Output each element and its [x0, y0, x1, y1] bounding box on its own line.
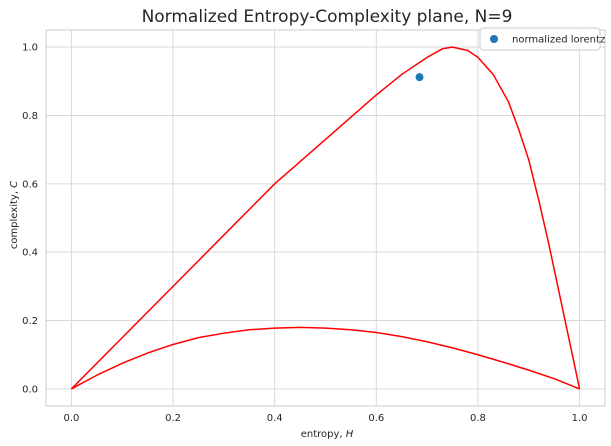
legend-box	[479, 27, 601, 51]
legend-label-normalized-lorentz: normalized lorentz	[512, 35, 605, 46]
y-axis-label-text: complexity,	[9, 188, 20, 249]
series	[70, 46, 581, 390]
x-axis-label-text: entropy,	[301, 429, 346, 440]
x-tick-label: 0.4	[267, 413, 283, 424]
upper-bound-curve	[70, 46, 581, 390]
y-tick-label: 0.0	[22, 384, 38, 395]
y-axis-label-variable: C	[9, 181, 20, 188]
y-tick-label: 0.4	[22, 248, 38, 259]
y-tick-labels: 0.0 0.2 0.4 0.6 0.8 1.0	[22, 43, 38, 396]
chart-title: Normalized Entropy-Complexity plane, N=9	[142, 7, 513, 27]
legend: normalized lorentz	[479, 27, 605, 51]
y-tick-label: 0.8	[22, 111, 38, 122]
y-tick-label: 1.0	[22, 43, 38, 54]
x-axis-label: entropy, H	[301, 429, 354, 440]
x-tick-label: 0.6	[368, 413, 384, 424]
x-tick-labels: 0.0 0.2 0.4 0.6 0.8 1.0	[63, 413, 587, 424]
x-tick-label: 0.8	[470, 413, 486, 424]
x-tick-label: 0.0	[63, 413, 79, 424]
x-tick-label: 1.0	[572, 413, 588, 424]
y-axis-label: complexity, C	[9, 181, 20, 249]
legend-marker-normalized-lorentz	[490, 35, 498, 43]
scatter-point	[415, 73, 424, 82]
x-axis-label-variable: H	[346, 429, 354, 440]
y-tick-label: 0.2	[22, 316, 38, 327]
y-tick-label: 0.6	[22, 179, 38, 190]
x-tick-label: 0.2	[165, 413, 181, 424]
lower-bound-curve	[71, 326, 580, 390]
grid	[46, 30, 605, 406]
plot-frame	[45, 29, 606, 407]
